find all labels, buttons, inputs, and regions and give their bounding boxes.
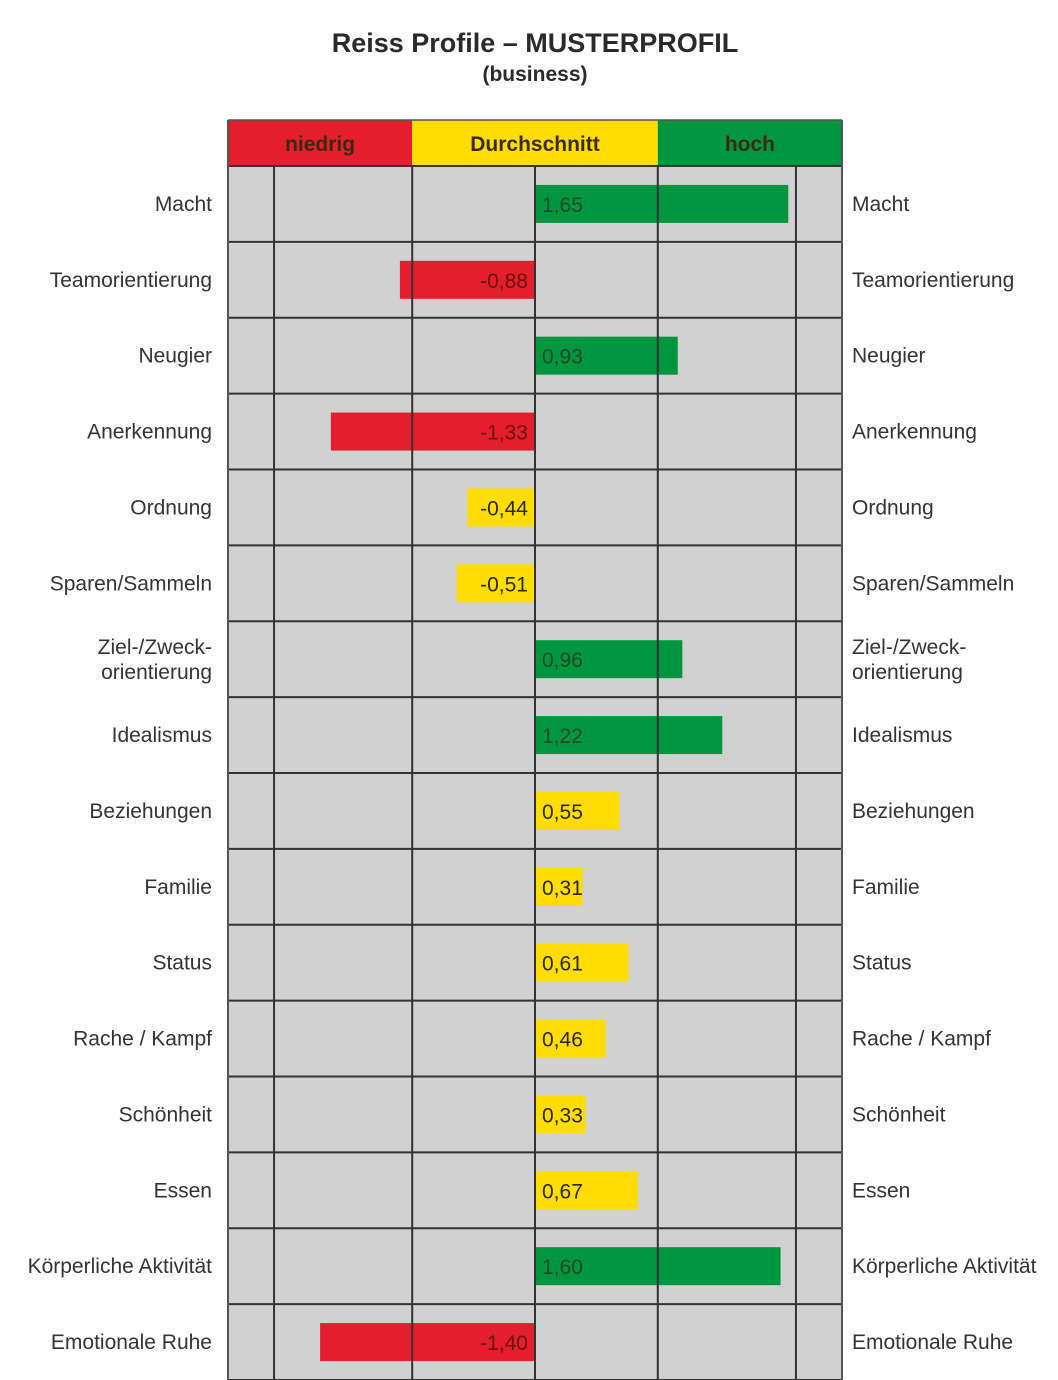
- bar: [535, 791, 620, 830]
- value-label: -0,44: [480, 497, 528, 520]
- band-0: [228, 120, 413, 166]
- bar: [535, 336, 678, 375]
- bar: [467, 488, 535, 527]
- category-label-right: Schönheit: [852, 1103, 946, 1126]
- band-label: niedrig: [285, 133, 355, 156]
- bar: [535, 716, 723, 755]
- category-label-left: Idealismus: [112, 724, 212, 747]
- chart-title: Reiss Profile – MUSTERPROFIL: [331, 28, 739, 58]
- category-label-left: Körperliche Aktivität: [28, 1255, 213, 1278]
- bar: [330, 412, 535, 451]
- category-label-left: Rache / Kampf: [73, 1028, 212, 1051]
- category-label-right: Sparen/Sammeln: [852, 572, 1014, 595]
- value-label: 0,33: [542, 1104, 583, 1127]
- value-label: 1,65: [542, 194, 583, 217]
- category-label-left: Sparen/Sammeln: [50, 572, 212, 595]
- category-label-left: Status: [152, 952, 212, 975]
- category-label-right: Teamorientierung: [852, 269, 1014, 292]
- category-label-right: Macht: [852, 193, 909, 216]
- bar: [535, 1095, 586, 1134]
- bar: [535, 943, 629, 982]
- value-label: 0,46: [542, 1029, 583, 1052]
- bar: [320, 1323, 535, 1362]
- bar: [535, 184, 789, 223]
- band-label: Durchschnitt: [470, 133, 600, 156]
- band-label: hoch: [725, 133, 775, 156]
- category-label-left: Schönheit: [119, 1103, 213, 1126]
- value-label: 1,60: [542, 1256, 583, 1279]
- value-label: 0,96: [542, 649, 583, 672]
- category-label-right: Essen: [852, 1179, 910, 1202]
- category-label-right: Ziel-/Zweck-orientierung: [852, 636, 966, 684]
- category-label-right: Familie: [852, 876, 920, 899]
- category-label-left: Essen: [154, 1179, 212, 1202]
- value-label: -0,51: [480, 573, 528, 596]
- chart-subtitle: (business): [482, 63, 588, 86]
- value-label: 0,61: [542, 953, 583, 976]
- value-label: 0,67: [542, 1180, 583, 1203]
- value-label: 1,22: [542, 725, 583, 748]
- value-label: -0,88: [480, 270, 528, 293]
- category-label-left: Anerkennung: [87, 421, 212, 444]
- bar: [535, 867, 583, 906]
- value-label: -1,33: [480, 422, 528, 445]
- category-label-left: Ordnung: [130, 496, 212, 519]
- category-label-right: Ordnung: [852, 496, 934, 519]
- category-label-left: Teamorientierung: [50, 269, 212, 292]
- category-label-right: Anerkennung: [852, 421, 977, 444]
- category-label-left: Familie: [144, 876, 212, 899]
- category-label-left: Emotionale Ruhe: [51, 1331, 212, 1354]
- value-label: -1,40: [480, 1332, 528, 1355]
- category-label-right: Beziehungen: [852, 800, 975, 823]
- category-label-left: Macht: [155, 193, 212, 216]
- bar: [535, 1171, 638, 1210]
- band-1: [412, 120, 658, 166]
- category-label-right: Neugier: [852, 345, 926, 368]
- category-label-left: Neugier: [138, 345, 212, 368]
- category-label-right: Idealismus: [852, 724, 952, 747]
- bar: [399, 260, 535, 299]
- value-label: 0,93: [542, 346, 583, 369]
- category-label-left: Ziel-/Zweck-orientierung: [98, 636, 212, 684]
- bar: [456, 564, 535, 603]
- category-label-right: Status: [852, 952, 912, 975]
- band-2: [657, 120, 842, 166]
- bar: [535, 1019, 606, 1058]
- category-label-right: Rache / Kampf: [852, 1028, 991, 1051]
- category-label-right: Körperliche Aktivität: [852, 1255, 1037, 1278]
- category-label-right: Emotionale Ruhe: [852, 1331, 1013, 1354]
- value-label: 0,31: [542, 877, 583, 900]
- category-label-left: Beziehungen: [89, 800, 212, 823]
- value-label: 0,55: [542, 801, 583, 824]
